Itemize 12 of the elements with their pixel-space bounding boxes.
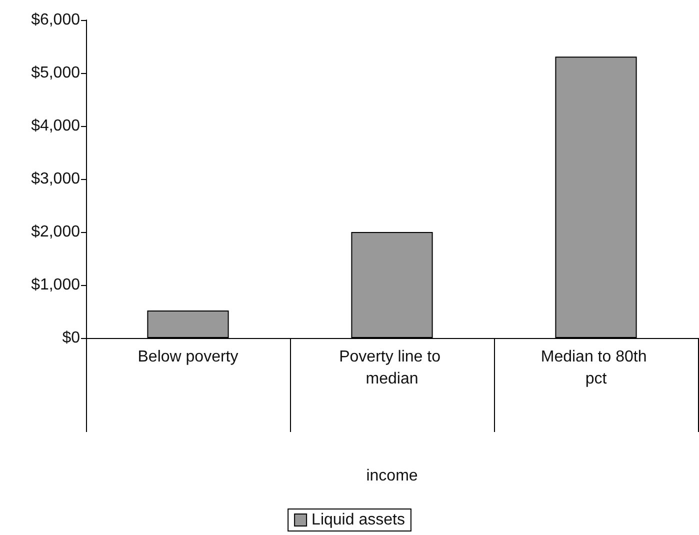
y-tick-label: $6,000 bbox=[31, 12, 80, 28]
x-tick-label: Below poverty bbox=[138, 348, 238, 366]
y-tick-label: $4,000 bbox=[31, 118, 80, 134]
x-axis-title: income bbox=[366, 468, 418, 484]
x-tick-label: Median to 80th pct bbox=[540, 348, 652, 388]
y-tick-label: $2,000 bbox=[31, 224, 80, 240]
y-tick-label: $3,000 bbox=[31, 170, 80, 188]
y-tick-label: $1,000 bbox=[31, 276, 80, 294]
y-tick-label: $0 bbox=[62, 330, 80, 346]
y-tick-label: $5,000 bbox=[31, 64, 80, 82]
x-tick-label: Poverty line to median bbox=[339, 348, 445, 388]
legend-label: Liquid assets bbox=[312, 512, 405, 528]
